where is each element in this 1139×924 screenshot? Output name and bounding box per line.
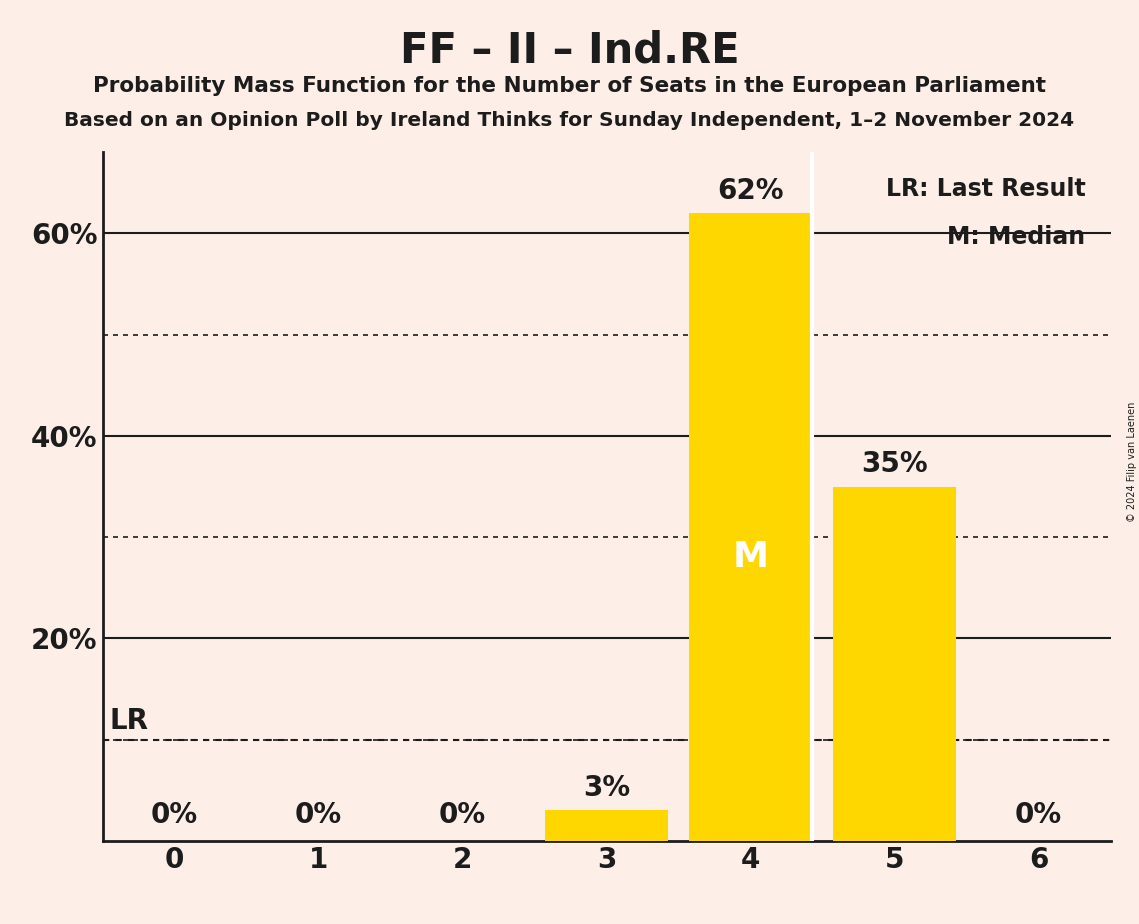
Bar bbox=[546, 810, 667, 841]
Text: 0%: 0% bbox=[295, 801, 342, 829]
Text: LR: LR bbox=[109, 707, 149, 735]
Text: Based on an Opinion Poll by Ireland Thinks for Sunday Independent, 1–2 November : Based on an Opinion Poll by Ireland Thin… bbox=[65, 111, 1074, 130]
Text: 3%: 3% bbox=[583, 774, 630, 802]
Text: M: Median: M: Median bbox=[948, 225, 1085, 249]
Text: FF – II – Ind.RE: FF – II – Ind.RE bbox=[400, 30, 739, 71]
Text: 0%: 0% bbox=[1015, 801, 1062, 829]
Text: LR: Last Result: LR: Last Result bbox=[886, 176, 1085, 201]
Text: 0%: 0% bbox=[151, 801, 198, 829]
Text: © 2024 Filip van Laenen: © 2024 Filip van Laenen bbox=[1126, 402, 1137, 522]
Text: M: M bbox=[732, 541, 769, 575]
Bar bbox=[689, 213, 812, 841]
Text: Probability Mass Function for the Number of Seats in the European Parliament: Probability Mass Function for the Number… bbox=[93, 76, 1046, 96]
Text: 35%: 35% bbox=[861, 450, 928, 479]
Text: 0%: 0% bbox=[439, 801, 486, 829]
Bar bbox=[834, 487, 956, 841]
Text: 62%: 62% bbox=[718, 177, 784, 205]
